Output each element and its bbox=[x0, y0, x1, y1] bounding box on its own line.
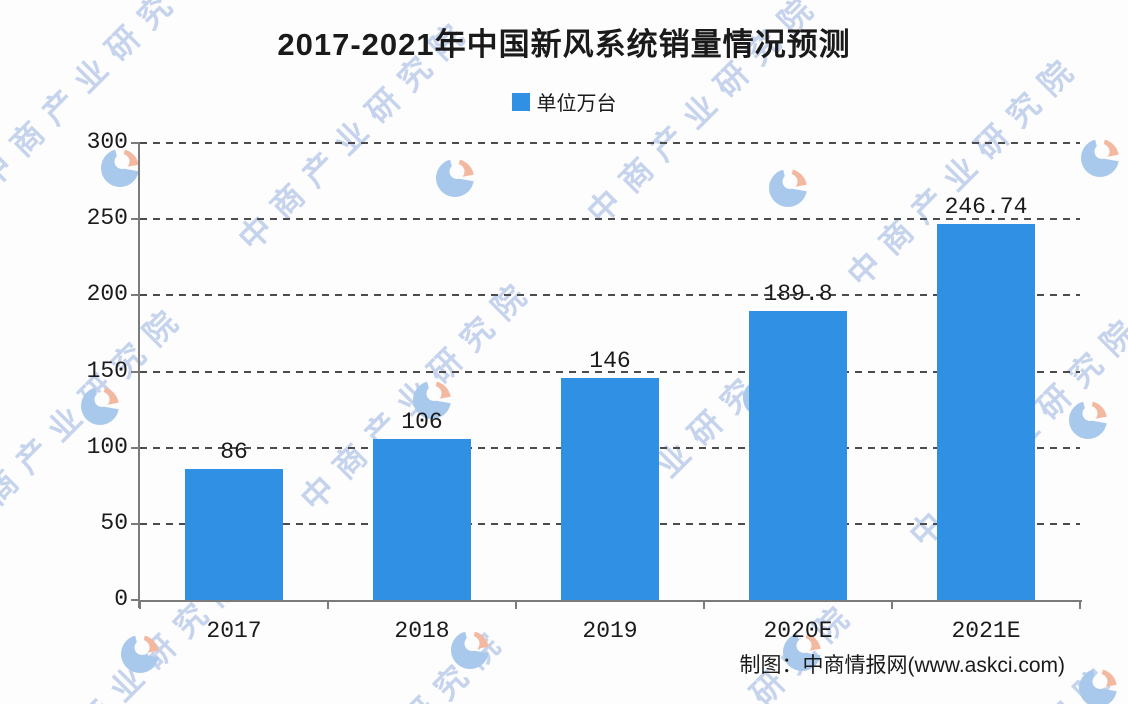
y-axis-tick bbox=[131, 218, 140, 221]
gridline bbox=[140, 218, 1080, 221]
x-axis-tick bbox=[139, 602, 141, 609]
y-axis-tick-label: 150 bbox=[86, 357, 128, 384]
bar-value-label: 106 bbox=[401, 408, 443, 435]
bar bbox=[937, 224, 1035, 600]
x-axis-tick bbox=[515, 602, 517, 609]
y-axis-tick-label: 200 bbox=[86, 281, 128, 308]
x-axis-tick bbox=[891, 602, 893, 609]
bar bbox=[561, 377, 659, 600]
y-axis-tick bbox=[131, 522, 140, 525]
bar-value-label: 146 bbox=[589, 347, 631, 374]
chart-title: 2017-2021年中国新风系统销量情况预测 bbox=[277, 27, 851, 62]
bar bbox=[749, 310, 847, 600]
y-axis-tick bbox=[131, 294, 140, 297]
y-axis-tick bbox=[131, 599, 140, 601]
legend-swatch bbox=[511, 92, 530, 111]
x-axis-tick-label: 2017 bbox=[206, 618, 262, 644]
x-axis-line bbox=[138, 600, 1082, 602]
y-axis-tick-label: 300 bbox=[86, 129, 128, 155]
x-axis-tick bbox=[327, 602, 329, 609]
bar-value-label: 86 bbox=[220, 438, 248, 465]
y-axis-tick-label: 0 bbox=[114, 586, 128, 612]
bar bbox=[373, 438, 471, 600]
x-axis-tick-label: 2020E bbox=[763, 618, 833, 644]
y-axis-tick bbox=[131, 142, 140, 144]
x-axis-tick-label: 2019 bbox=[582, 618, 638, 644]
y-axis-line bbox=[138, 143, 140, 608]
x-axis-tick-label: 2018 bbox=[394, 618, 450, 644]
x-axis-tick bbox=[703, 602, 705, 609]
gridline bbox=[140, 370, 1080, 373]
x-axis-tick-label: 2021E bbox=[951, 618, 1021, 644]
bar bbox=[185, 468, 283, 600]
y-axis-tick-label: 100 bbox=[86, 433, 128, 460]
y-axis-tick bbox=[131, 370, 140, 373]
gridline bbox=[140, 294, 1080, 297]
attribution: 制图：中商情报网(www.askci.com) bbox=[739, 654, 1065, 677]
bar-value-label: 246.74 bbox=[944, 194, 1028, 221]
legend-label: 单位万台 bbox=[536, 93, 617, 115]
bar-value-label: 189.8 bbox=[763, 280, 833, 307]
x-axis-tick bbox=[1079, 602, 1081, 609]
y-axis-tick bbox=[131, 446, 140, 449]
gridline bbox=[140, 142, 1080, 144]
y-axis-tick-label: 50 bbox=[100, 509, 128, 536]
y-axis-tick-label: 250 bbox=[86, 205, 128, 232]
legend: 单位万台 bbox=[0, 87, 1128, 116]
